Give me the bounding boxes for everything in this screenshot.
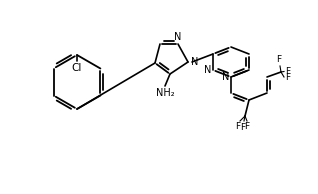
Text: F: F — [285, 67, 290, 75]
Text: N: N — [191, 57, 198, 67]
Text: N: N — [174, 32, 182, 42]
Text: F: F — [285, 74, 290, 82]
Text: N: N — [222, 72, 229, 82]
Text: N: N — [204, 65, 211, 75]
Text: F: F — [235, 122, 240, 131]
Text: NH₂: NH₂ — [156, 88, 174, 98]
Text: Cl: Cl — [72, 63, 82, 73]
Text: F: F — [276, 55, 281, 64]
Text: F: F — [245, 122, 250, 131]
Text: F: F — [240, 123, 245, 132]
